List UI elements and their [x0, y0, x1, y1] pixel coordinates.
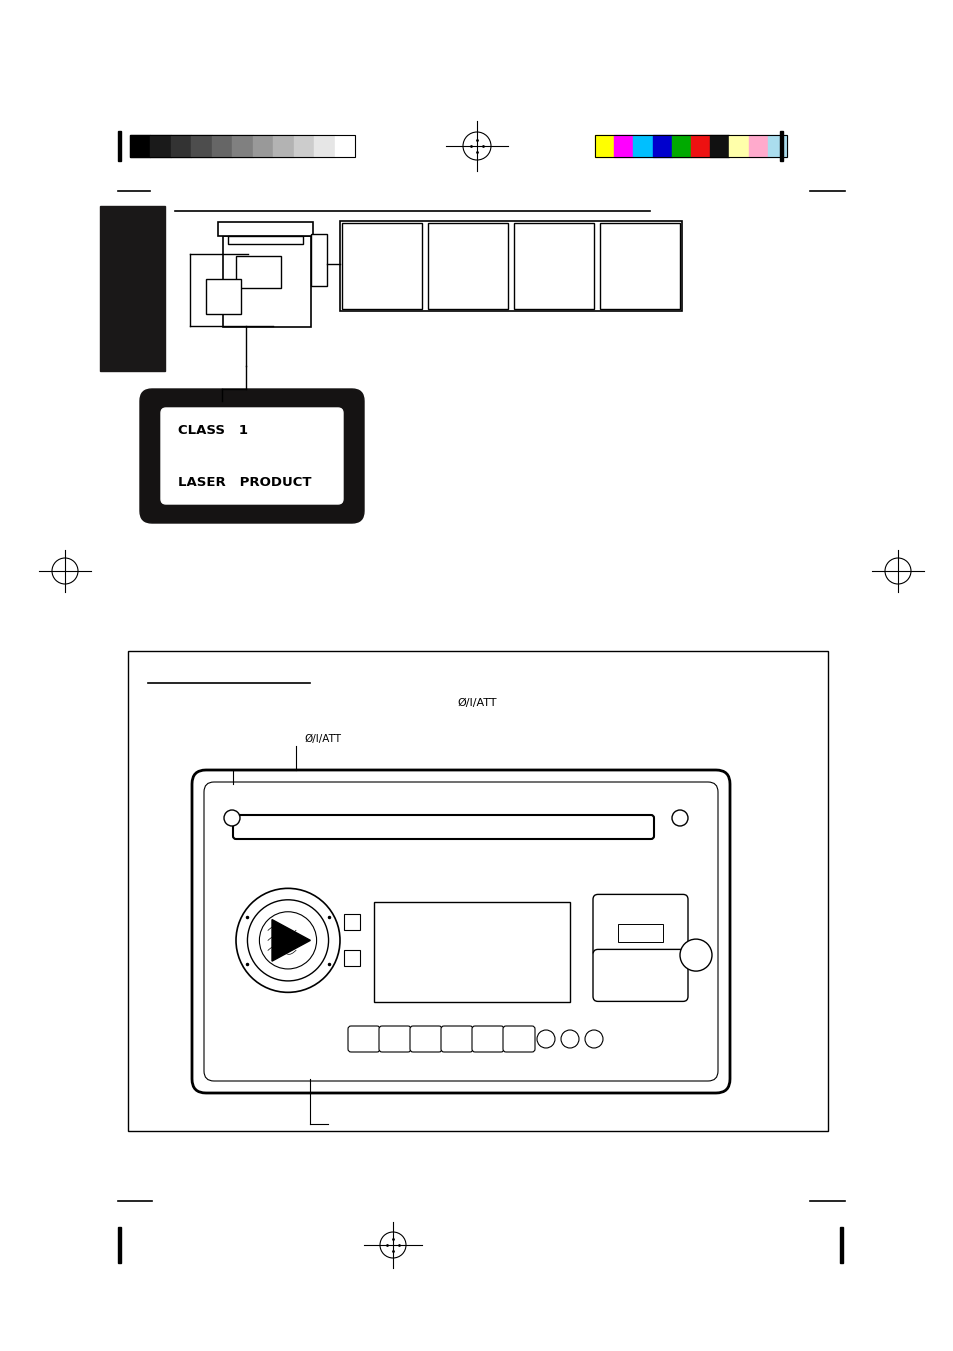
Bar [339, 222, 681, 311]
Bar [128, 651, 827, 1131]
Text: Ø/I/ATT: Ø/I/ATT [456, 698, 497, 708]
Bar [118, 1227, 121, 1263]
Polygon shape [272, 920, 310, 961]
FancyBboxPatch shape [233, 815, 654, 839]
Circle shape [247, 900, 328, 981]
Text: CLASS   1: CLASS 1 [178, 424, 248, 438]
FancyBboxPatch shape [502, 1025, 535, 1052]
Bar [253, 135, 273, 157]
Bar [273, 135, 294, 157]
FancyBboxPatch shape [593, 894, 687, 957]
Bar [171, 135, 192, 157]
Circle shape [560, 1029, 578, 1048]
Bar [690, 135, 709, 157]
Bar [228, 236, 303, 245]
Circle shape [671, 811, 687, 825]
Circle shape [235, 889, 339, 993]
Bar [599, 223, 679, 309]
Bar [671, 135, 690, 157]
Bar [748, 135, 767, 157]
Bar [192, 135, 212, 157]
Bar [314, 135, 335, 157]
FancyBboxPatch shape [378, 1025, 411, 1052]
Bar [614, 135, 633, 157]
FancyBboxPatch shape [410, 1025, 441, 1052]
FancyBboxPatch shape [348, 1025, 379, 1052]
Bar [344, 950, 359, 966]
Bar [212, 135, 232, 157]
Bar [374, 902, 569, 1002]
Bar [223, 236, 311, 327]
Bar [335, 135, 355, 157]
Bar [100, 205, 165, 372]
Bar [428, 223, 507, 309]
FancyBboxPatch shape [204, 782, 718, 1081]
Text: Ø/I/ATT: Ø/I/ATT [304, 734, 340, 744]
Bar [840, 1227, 842, 1263]
Circle shape [224, 811, 240, 825]
Bar [206, 280, 241, 313]
Bar [130, 135, 151, 157]
Bar [130, 135, 355, 157]
Bar [218, 222, 313, 236]
Bar [341, 223, 421, 309]
Bar [729, 135, 748, 157]
Bar [235, 255, 281, 288]
Bar [709, 135, 729, 157]
Bar [595, 135, 786, 157]
Bar [151, 135, 171, 157]
Bar [780, 131, 782, 161]
FancyBboxPatch shape [593, 950, 687, 1001]
Bar [767, 135, 786, 157]
Bar [232, 135, 253, 157]
FancyBboxPatch shape [440, 1025, 473, 1052]
Bar [311, 234, 327, 286]
FancyBboxPatch shape [472, 1025, 503, 1052]
Bar [344, 915, 359, 931]
FancyBboxPatch shape [192, 770, 729, 1093]
Circle shape [537, 1029, 555, 1048]
Bar [595, 135, 614, 157]
Circle shape [679, 939, 711, 971]
Text: LASER   PRODUCT: LASER PRODUCT [178, 477, 312, 489]
Bar [618, 924, 662, 943]
Bar [294, 135, 314, 157]
FancyBboxPatch shape [161, 408, 343, 504]
Bar [514, 223, 594, 309]
Bar [652, 135, 671, 157]
Circle shape [584, 1029, 602, 1048]
Bar [633, 135, 652, 157]
Circle shape [259, 912, 316, 969]
Bar [118, 131, 121, 161]
FancyBboxPatch shape [140, 389, 364, 523]
